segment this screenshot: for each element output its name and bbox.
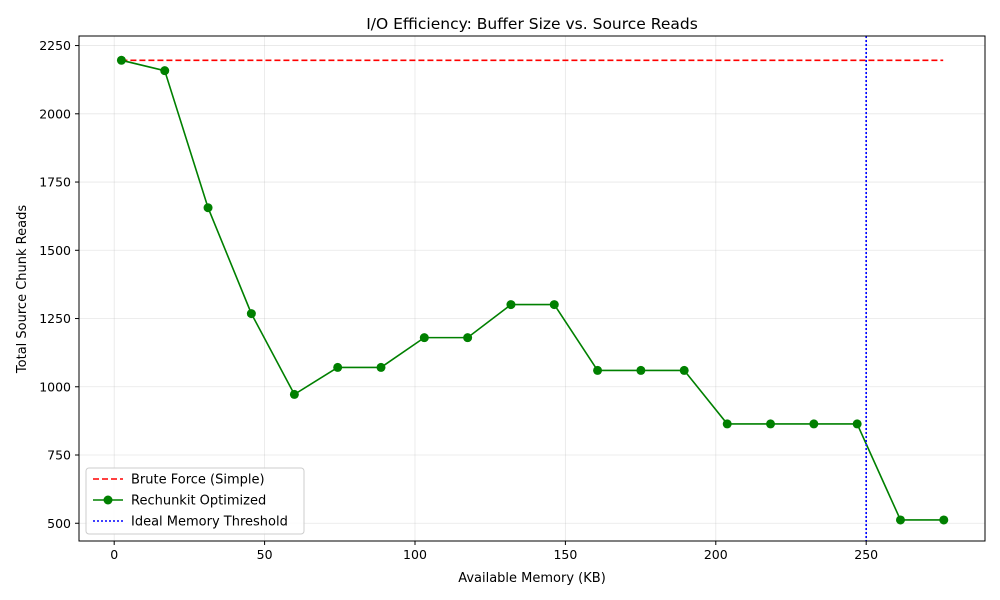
rechunkit-point bbox=[766, 419, 776, 429]
rechunkit-point bbox=[246, 309, 256, 319]
legend-marker-rechunkit bbox=[103, 495, 113, 505]
x-tick-label: 200 bbox=[704, 547, 728, 562]
y-tick-label: 1250 bbox=[39, 311, 71, 326]
rechunkit-point bbox=[679, 365, 689, 375]
rechunkit-point bbox=[852, 419, 862, 429]
x-tick-label: 100 bbox=[403, 547, 427, 562]
rechunkit-point bbox=[636, 365, 646, 375]
rechunkit-point bbox=[463, 333, 473, 343]
rechunkit-point bbox=[419, 333, 429, 343]
legend-label: Rechunkit Optimized bbox=[131, 494, 266, 509]
legend-label: Ideal Memory Threshold bbox=[131, 515, 288, 530]
ticks: 0 50 100 150 200 250 500 750 1000 1250 1500 1750 200… bbox=[39, 38, 878, 562]
x-axis-title: Available Memory (KB) bbox=[458, 571, 606, 586]
x-tick-label: 150 bbox=[553, 547, 577, 562]
y-tick-label: 2000 bbox=[39, 106, 71, 121]
legend-label: Brute Force (Simple) bbox=[131, 473, 265, 488]
plot-frame bbox=[78, 35, 986, 542]
rechunkit-line bbox=[121, 59, 944, 521]
chart-title: I/O Efficiency: Buffer Size vs. Source R… bbox=[366, 15, 698, 33]
rechunkit-point bbox=[116, 55, 126, 65]
y-tick-label: 1000 bbox=[39, 379, 71, 394]
rechunkit-point bbox=[939, 515, 949, 525]
y-tick-label: 750 bbox=[47, 448, 71, 463]
x-tick-label: 250 bbox=[854, 547, 878, 562]
y-tick-label: 1750 bbox=[39, 175, 71, 190]
rechunkit-point bbox=[549, 300, 559, 310]
grid bbox=[79, 36, 985, 541]
rechunkit-point bbox=[333, 362, 343, 372]
x-tick-label: 0 bbox=[110, 547, 118, 562]
rechunkit-point bbox=[160, 66, 170, 76]
x-tick-label: 50 bbox=[257, 547, 273, 562]
rechunkit-point bbox=[203, 203, 213, 213]
y-tick-label: 500 bbox=[47, 516, 71, 531]
rechunkit-point bbox=[506, 300, 516, 310]
rechunkit-point bbox=[809, 419, 819, 429]
legend-frame bbox=[85, 467, 305, 535]
rechunkit-point bbox=[895, 515, 905, 525]
y-axis-title: Total Source Chunk Reads bbox=[15, 205, 30, 374]
rechunkit-point bbox=[376, 362, 386, 372]
y-tick-label: 2250 bbox=[39, 38, 71, 53]
y-tick-label: 1500 bbox=[39, 243, 71, 258]
series-layer bbox=[116, 36, 949, 541]
rechunkit-point bbox=[289, 389, 299, 399]
legend: Brute Force (Simple) Rechunkit Optimized I… bbox=[85, 467, 305, 535]
rechunkit-point bbox=[593, 365, 603, 375]
rechunkit-point bbox=[722, 419, 732, 429]
